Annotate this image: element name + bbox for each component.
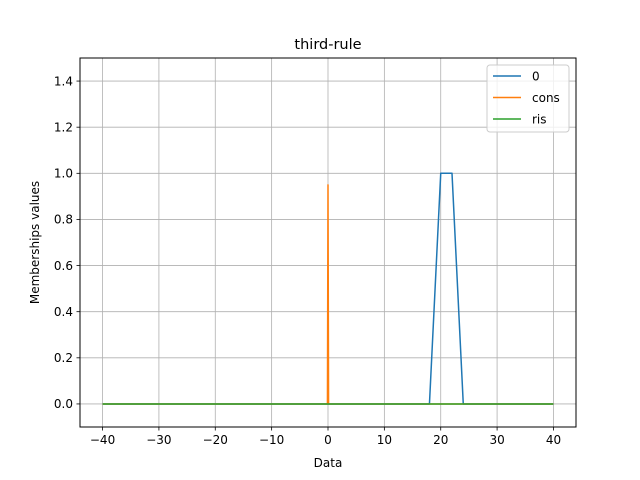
y-tick-label: 1.2 [54, 120, 73, 134]
chart-title: third-rule [294, 37, 361, 53]
y-tick-label: 0.8 [54, 213, 73, 227]
y-axis-label: Memberships values [28, 181, 42, 304]
legend-label: cons [532, 91, 560, 105]
x-tick-label: 10 [377, 433, 392, 447]
legend: 0 cons ris [486, 64, 570, 133]
x-tick-label: 30 [489, 433, 504, 447]
x-tick-label: 40 [546, 433, 561, 447]
legend-label: ris [532, 112, 547, 126]
x-tick-label: −30 [146, 433, 171, 447]
x-tick-label: −20 [203, 433, 228, 447]
ticks: −40 −30 −20 −10 0 10 20 30 40 0.0 0.2 0.4 0.6 0.8 1.0 1… [54, 74, 561, 447]
y-tick-label: 0.6 [54, 259, 73, 273]
y-tick-label: 0.4 [54, 305, 73, 319]
y-tick-label: 1.0 [54, 167, 73, 181]
x-tick-label: −10 [259, 433, 284, 447]
legend-label: 0 [532, 69, 540, 83]
y-tick-label: 1.4 [54, 74, 73, 88]
series-layer [102, 172, 554, 405]
x-axis-label: Data [314, 456, 343, 470]
y-tick-label: 0.0 [54, 397, 73, 411]
legend-box [486, 64, 570, 133]
x-tick-label: 0 [324, 433, 332, 447]
y-tick-label: 0.2 [54, 351, 73, 365]
series-line-1 [102, 184, 554, 405]
x-tick-label: 20 [433, 433, 448, 447]
x-tick-label: −40 [90, 433, 115, 447]
